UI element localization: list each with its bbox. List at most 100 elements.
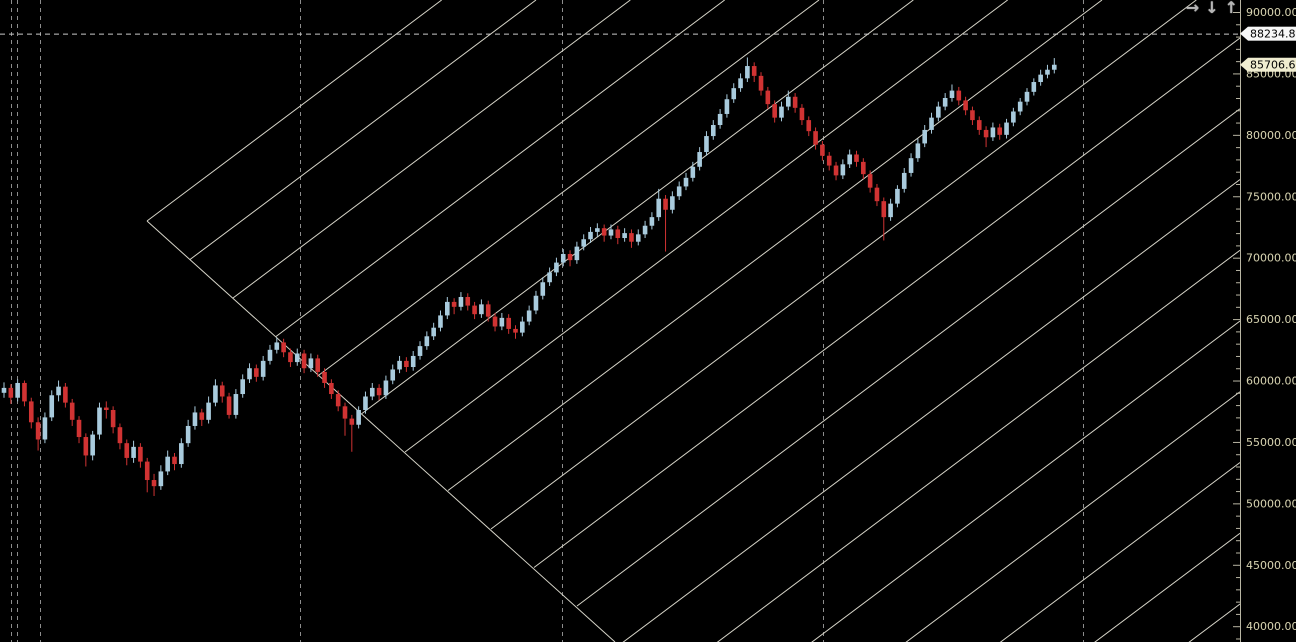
candle-body [131,446,136,458]
candle-body [779,106,784,118]
price-tag[interactable]: 85706.67 [1240,57,1296,72]
candle [608,224,614,240]
candle [574,241,580,264]
candle [22,380,27,407]
candle-body [179,443,184,465]
candle [83,433,89,467]
candle-body [117,427,123,444]
channel-ray [811,320,1240,642]
candle-body [15,382,20,398]
candle [915,138,921,162]
candle-body [1038,74,1043,83]
price-tag-pointer [1240,57,1248,72]
candle [929,112,934,134]
candle-body [492,316,498,327]
candle-body [451,301,457,307]
candle [820,140,825,161]
candle-body [192,412,198,426]
candle [369,382,375,401]
candle [1017,97,1023,116]
candle [138,443,143,468]
candle-body [308,358,314,369]
candle [895,185,900,208]
candle [472,301,477,320]
candle-body [404,360,409,368]
candle-body [663,198,668,210]
candle-body [369,387,375,397]
candle-body [172,456,177,465]
candle-body [465,296,471,306]
candle-body [540,282,546,296]
channel-ray [361,0,914,414]
channel-ray [232,0,631,299]
candle [676,181,682,200]
candle-body [42,417,48,440]
candle-body [622,233,627,239]
candle-body [335,394,341,407]
candle [656,188,662,221]
candle [438,310,443,332]
candle [970,106,975,126]
candle [213,379,218,407]
candle [847,149,852,169]
candle [704,131,709,156]
axis-label: 50000.00 [1246,497,1296,510]
scroll-down-icon[interactable]: ↓ [1205,0,1219,17]
scroll-right-icon[interactable]: → [1185,0,1200,17]
candle [745,57,750,83]
scroll-up-icon[interactable]: ↑ [1224,0,1238,17]
candle [976,116,982,135]
candle-body [410,355,416,368]
candle [956,86,962,106]
channel-ray [576,108,1240,607]
candle-body [206,402,211,420]
candle-body [888,203,893,218]
candle-body [513,328,518,333]
candle-body [697,152,702,167]
candle [424,331,430,350]
candle [1004,118,1009,139]
candle [779,101,784,122]
candle [936,101,941,122]
candle [315,354,321,377]
candle [533,290,539,315]
candle [90,430,95,461]
axis-label: 65000.00 [1246,313,1296,326]
candle-body [69,402,75,420]
candle [765,86,771,110]
axis-label: 40000.00 [1246,620,1296,633]
candle [792,93,798,113]
candle [63,382,68,408]
candle [758,72,764,96]
candle [772,100,777,123]
candle-body [458,296,464,307]
candle [97,402,102,440]
candle [922,125,927,148]
candle-body [445,301,450,316]
candle-body [165,456,170,472]
candle [445,296,450,320]
candle-body [1051,64,1057,70]
candle-body [417,346,423,356]
candle [179,438,184,468]
candle-body [185,425,191,444]
price-tag-body [1248,57,1296,72]
candle [485,300,491,322]
candle [520,316,525,337]
candle [649,212,655,230]
candle [751,62,757,83]
candle-body [376,387,382,396]
candle-body [758,75,764,91]
price-tag[interactable]: 88234.84 [1240,26,1296,41]
candle [724,94,730,118]
candle [1038,69,1043,86]
candle [513,325,518,339]
candle-body [901,172,907,189]
candle [983,126,989,148]
candle-body [1,387,7,393]
candle [329,379,334,399]
candle-body [601,228,607,236]
candle [172,452,177,471]
candle-body [356,410,361,425]
